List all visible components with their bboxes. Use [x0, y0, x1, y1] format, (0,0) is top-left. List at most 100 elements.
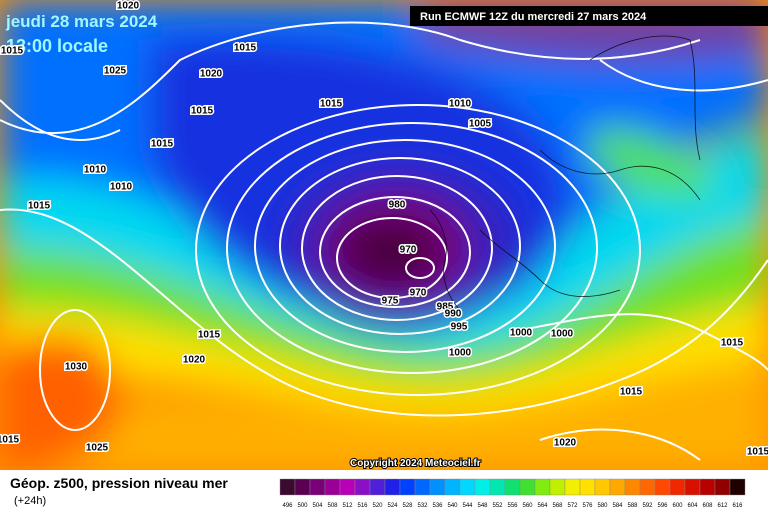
legend-label: 504: [312, 503, 323, 509]
color-legend: 496 500 504 508 512 516 520 524 528 532 536 540 544 5…: [279, 478, 746, 509]
coastlines: [429, 35, 701, 311]
legend-label: 496: [282, 503, 293, 509]
run-box: [410, 6, 768, 26]
legend-label: 536: [432, 503, 443, 509]
isobar-label: 970: [400, 245, 417, 256]
legend-label: 600: [672, 503, 683, 509]
legend-label: 548: [477, 503, 488, 509]
legend-swatch: [654, 478, 671, 496]
legend-swatch: [504, 478, 521, 496]
isobar-label: 980: [389, 200, 406, 211]
isobar-label: 1015: [620, 387, 643, 398]
legend-label: 564: [537, 503, 548, 509]
legend-swatch: [699, 478, 716, 496]
isobar-label: 1000: [510, 328, 533, 339]
isobar-label: 1025: [104, 66, 127, 77]
isobar-label: 995: [451, 322, 468, 333]
isobar-label: 990: [445, 309, 462, 320]
legend-swatch: [684, 478, 701, 496]
legend-label: 576: [582, 503, 593, 509]
legend-label: 572: [567, 503, 578, 509]
legend-swatch: [624, 478, 641, 496]
isobar-label: 1015: [151, 139, 174, 150]
isobar-label: 1010: [84, 165, 107, 176]
legend-swatch: [339, 478, 356, 496]
legend-swatch: [474, 478, 491, 496]
legend-swatch: [324, 478, 341, 496]
legend-label: 560: [522, 503, 533, 509]
legend-label: 588: [627, 503, 638, 509]
legend-swatch: [639, 478, 656, 496]
footer-title: Géop. z500, pression niveau mer: [10, 475, 228, 491]
legend-label: 500: [297, 503, 308, 509]
legend-swatch: [609, 478, 626, 496]
legend-swatch: [534, 478, 551, 496]
isobar-label: 1000: [449, 348, 472, 359]
isobar-label: 1015: [234, 43, 257, 54]
legend-swatch: [354, 478, 371, 496]
legend-swatch: [459, 478, 476, 496]
isobars: [0, 21, 768, 461]
legend-swatch: [384, 478, 401, 496]
legend-label: 568: [552, 503, 563, 509]
legend-label: 540: [447, 503, 458, 509]
isobar-label: 1000: [551, 329, 574, 340]
isobar-label: 1025: [86, 443, 109, 454]
isobar-label: 1015: [747, 447, 768, 458]
isobar-label: 1015: [1, 46, 24, 57]
date: jeudi 28 mars 2024: [5, 12, 158, 31]
legend-label: 528: [402, 503, 413, 509]
legend-label: 584: [612, 503, 623, 509]
legend-label: 552: [492, 503, 503, 509]
isobar-label: 1015: [0, 435, 20, 446]
isobar-label: 1010: [110, 182, 133, 193]
isobar-label: 1015: [28, 201, 51, 212]
legend-label: 580: [597, 503, 608, 509]
run-info: Run ECMWF 12Z du mercredi 27 mars 2024: [420, 11, 647, 23]
legend-swatch: [669, 478, 686, 496]
isobar-label: 970: [410, 288, 427, 299]
isobar-label: 1010: [449, 99, 472, 110]
legend-label: 544: [462, 503, 473, 509]
legend-swatch: [369, 478, 386, 496]
legend-label: 508: [327, 503, 338, 509]
legend-swatch: [564, 478, 581, 496]
legend-label: 604: [687, 503, 698, 509]
legend-label: 516: [357, 503, 368, 509]
isobar-label: 1015: [191, 106, 214, 117]
legend-swatch: [579, 478, 596, 496]
legend-label: 616: [732, 503, 743, 509]
copyright: Copyright 2024 Meteociel.fr: [350, 458, 481, 469]
legend-label: 612: [717, 503, 728, 509]
isobar-label: 975: [382, 296, 399, 307]
legend-swatch: [309, 478, 326, 496]
isobar-label: 1015: [198, 330, 221, 341]
isobar-label: 1005: [469, 119, 492, 130]
legend-label: 512: [342, 503, 353, 509]
legend-swatch: [399, 478, 416, 496]
legend-swatch: [294, 478, 311, 496]
geopotential-field: [0, 0, 768, 470]
legend-label: 532: [417, 503, 428, 509]
lead-time: (+24h): [14, 495, 46, 507]
isobar-label: 1020: [200, 69, 223, 80]
isobar-label: 1030: [65, 362, 88, 373]
legend-swatch: [444, 478, 461, 496]
isobar-label: 1020: [117, 1, 140, 12]
legend-label: 556: [507, 503, 518, 509]
legend-swatch: [729, 478, 746, 496]
legend-label: 592: [642, 503, 653, 509]
time: 13:00 locale: [6, 36, 108, 56]
legend-swatch: [594, 478, 611, 496]
legend-swatch: [549, 478, 566, 496]
isobar-label: 1015: [721, 338, 744, 349]
isobar-labels: 1020 1015 1025 1015 1020 1015 1015 1010 1005 1010…: [0, 0, 768, 459]
legend-swatch: [414, 478, 431, 496]
isobar-label: 985: [437, 302, 454, 313]
legend-label: 520: [372, 503, 383, 509]
legend-label: 596: [657, 503, 668, 509]
legend-swatch: [489, 478, 506, 496]
legend-swatch: [714, 478, 731, 496]
legend-label: 524: [387, 503, 398, 509]
